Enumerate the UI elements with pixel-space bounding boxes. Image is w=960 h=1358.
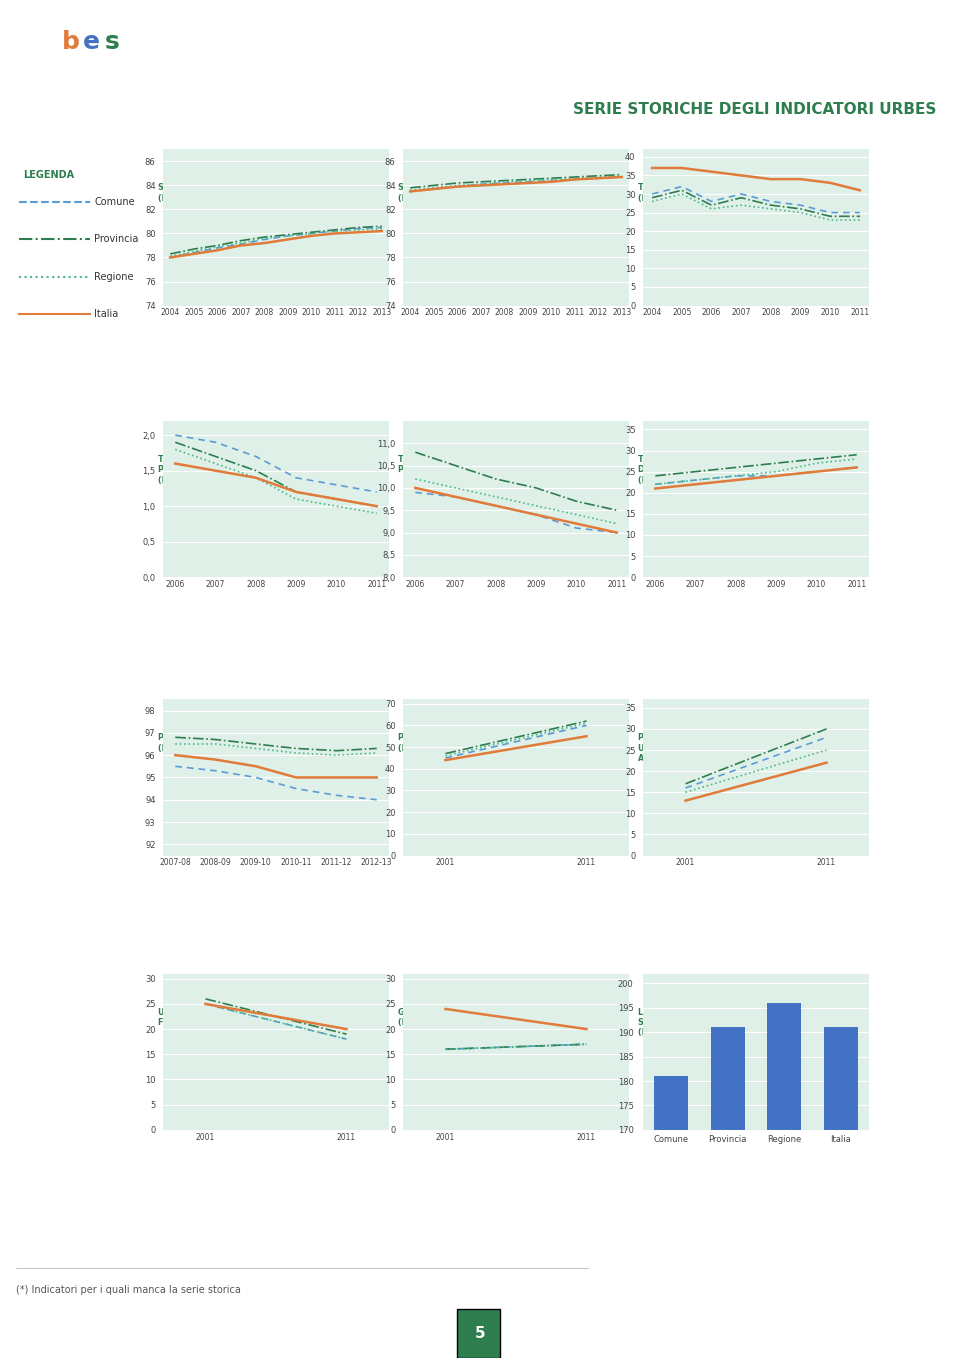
Text: PERSONE CON ALMENO IL DIPLOMA SUPERIORE
(PER 100 PERSONE DI 25-64 ANNI): PERSONE CON ALMENO IL DIPLOMA SUPERIORE …: [398, 733, 612, 752]
Bar: [655, 1076, 688, 1358]
Text: TASSO STANDARDIZZATO DI MORTALITÀ PER
DEMENZE E MALATTIE DEL SISTEMA NERVOSO
(PE: TASSO STANDARDIZZATO DI MORTALITÀ PER DE…: [638, 455, 847, 485]
Text: LIVELLO DI COMPETENZA ALFABETICA DEGLI
STUDENTI (*). ANNO SCOLASTICO 2011/2012
(: LIVELLO DI COMPETENZA ALFABETICA DEGLI S…: [638, 1008, 840, 1038]
Text: e: e: [84, 30, 100, 54]
Text: USCITA PRECOCE DAL SISTEMA DI ISTRUZIONE E
FORMAZIONE (PER 100 PERSONE DI 18-24 : USCITA PRECOCE DAL SISTEMA DI ISTRUZIONE…: [158, 1008, 376, 1027]
Text: TASSO STANDARDIZZATO DI MORTALITÀ
PER TUMORE (PER 10.000 PERSONE DI 20-64): TASSO STANDARDIZZATO DI MORTALITÀ PER TU…: [398, 455, 603, 474]
Text: SERIE STORICHE DEGLI INDICATORI URBES: SERIE STORICHE DEGLI INDICATORI URBES: [573, 102, 936, 118]
Text: (*) Indicatori per i quali manca la serie storica: (*) Indicatori per i quali manca la seri…: [16, 1285, 241, 1296]
Text: Torino: Torino: [826, 27, 931, 57]
Text: PERSONE CHE HANNO CONSEGUITO UN TITOLO
UNIVERSITARIO (PER 100 PERSONE DI 30-34
A: PERSONE CHE HANNO CONSEGUITO UN TITOLO U…: [638, 733, 851, 763]
Text: Italia: Italia: [94, 310, 118, 319]
Text: Regione: Regione: [94, 272, 133, 281]
Text: Comune: Comune: [94, 197, 135, 206]
Text: GIOVANI CHE NON LAVORANO E NON STUDIANO
(NEET) (PER 100 PERSONE DI 15-29 ANNI): GIOVANI CHE NON LAVORANO E NON STUDIANO …: [398, 1008, 613, 1027]
FancyBboxPatch shape: [457, 1309, 500, 1358]
Text: PARTECIPAZIONE ALLA SCUOLA DELL’INFANZIA
(PER 100 BAMBINI DI 4-5 ANNI): PARTECIPAZIONE ALLA SCUOLA DELL’INFANZIA…: [158, 733, 368, 752]
Text: LEGENDA: LEGENDA: [23, 170, 74, 179]
Bar: [767, 1004, 802, 1358]
Text: s: s: [105, 30, 119, 54]
Text: 5: 5: [474, 1325, 486, 1342]
Text: Provincia: Provincia: [94, 235, 138, 244]
Text: SPERANZA DI VITA ALLA NASCITA – FEMMINE
(NUMERO MEDIO DI ANNI): SPERANZA DI VITA ALLA NASCITA – FEMMINE …: [398, 183, 601, 202]
Text: TASSO DI MORTALITÀ INFANTILE
(PER 10.000 NATI VIVI): TASSO DI MORTALITÀ INFANTILE (PER 10.000…: [638, 183, 783, 202]
Text: SPERANZA DI VITA ALLA NASCITA – MASCHI
(NUMERO MEDIO DI ANNI): SPERANZA DI VITA ALLA NASCITA – MASCHI (…: [158, 183, 355, 202]
Bar: [824, 1028, 857, 1358]
Text: ur: ur: [19, 30, 50, 54]
Text: TASSO STANDARDIZZATO DI MORTALITÀ
PER ACCIDENTI DI TRASPORTO
(PER 10.000 PERSONE: TASSO STANDARDIZZATO DI MORTALITÀ PER AC…: [158, 455, 339, 485]
Bar: [711, 1028, 745, 1358]
Text: b: b: [62, 30, 80, 54]
